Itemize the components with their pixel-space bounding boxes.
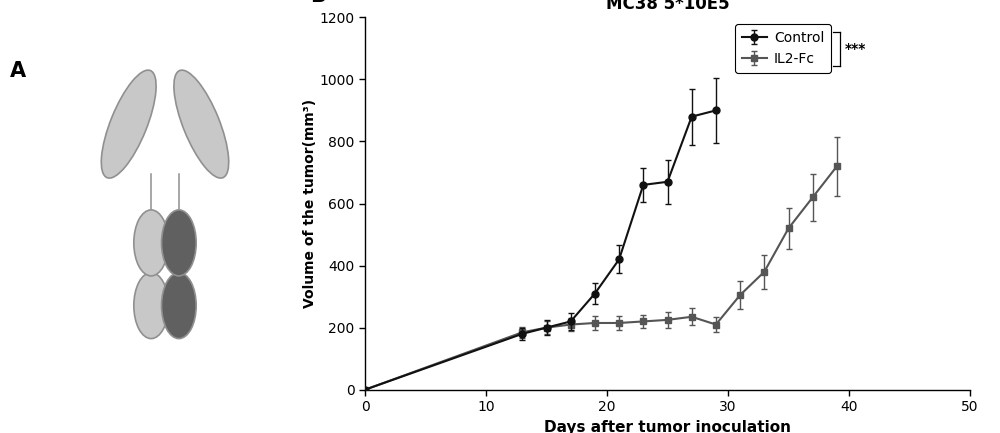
Ellipse shape bbox=[101, 70, 156, 178]
Y-axis label: Volume of the tumor(mm³): Volume of the tumor(mm³) bbox=[303, 99, 317, 308]
Text: B: B bbox=[311, 0, 326, 6]
Ellipse shape bbox=[134, 273, 168, 339]
X-axis label: Days after tumor inoculation: Days after tumor inoculation bbox=[544, 420, 791, 433]
Ellipse shape bbox=[162, 273, 196, 339]
Title: MC38 5*10E5: MC38 5*10E5 bbox=[606, 0, 729, 13]
Text: A: A bbox=[10, 61, 26, 81]
Ellipse shape bbox=[162, 210, 196, 276]
Text: ***: *** bbox=[845, 42, 866, 56]
Ellipse shape bbox=[174, 70, 229, 178]
Legend: Control, IL2-Fc: Control, IL2-Fc bbox=[735, 24, 831, 73]
Ellipse shape bbox=[134, 210, 168, 276]
